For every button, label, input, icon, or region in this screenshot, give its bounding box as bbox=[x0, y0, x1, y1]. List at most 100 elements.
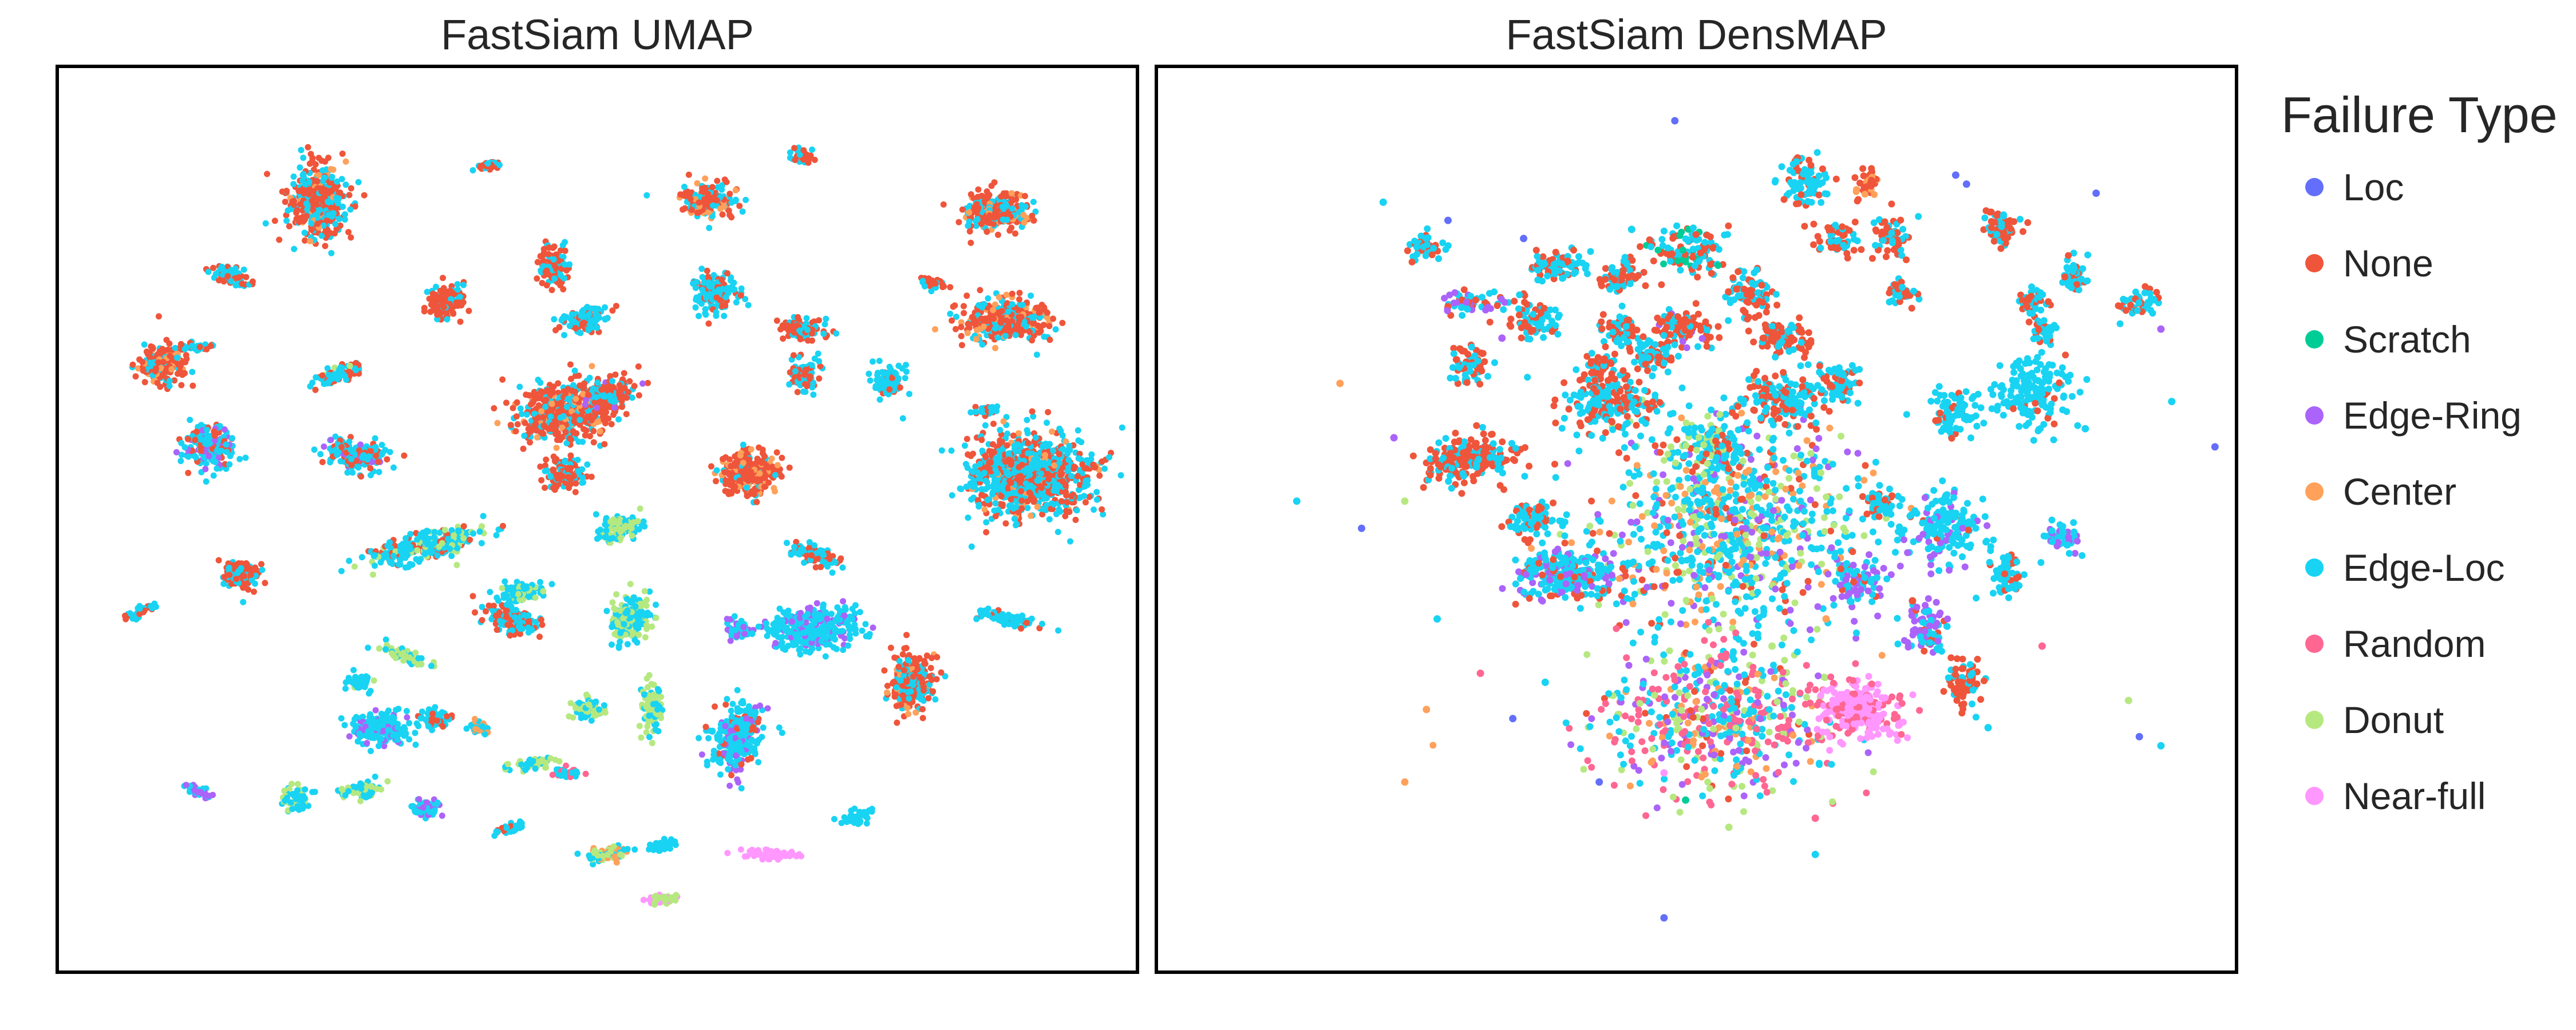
point-edge-loc bbox=[1073, 507, 1080, 514]
point-edge-loc bbox=[599, 393, 606, 399]
point-none bbox=[1006, 227, 1013, 234]
point-edge-loc bbox=[706, 283, 713, 290]
point-edge-loc bbox=[547, 413, 554, 420]
point-none bbox=[725, 490, 732, 497]
point-none bbox=[1026, 489, 1033, 496]
point-none bbox=[322, 243, 329, 249]
point-edge-loc bbox=[808, 362, 815, 369]
point-none bbox=[514, 421, 521, 427]
point-none bbox=[163, 336, 170, 343]
point-edge-loc bbox=[745, 302, 752, 308]
point-donut bbox=[607, 518, 614, 525]
point-edge-loc bbox=[994, 470, 1001, 477]
point-edge-loc bbox=[285, 207, 291, 214]
point-edge-loc bbox=[721, 312, 728, 319]
point-none bbox=[709, 184, 716, 191]
point-edge-loc bbox=[550, 256, 557, 263]
point-none bbox=[685, 171, 692, 178]
point-edge-ring bbox=[202, 466, 209, 473]
point-none bbox=[572, 480, 579, 487]
point-edge-loc bbox=[975, 502, 982, 509]
point-none bbox=[1012, 230, 1018, 237]
point-edge-loc bbox=[947, 311, 954, 317]
point-edge-loc bbox=[962, 442, 968, 449]
point-edge-loc bbox=[564, 403, 570, 410]
point-none bbox=[1062, 482, 1069, 489]
point-donut bbox=[617, 534, 624, 541]
point-edge-loc bbox=[1034, 477, 1041, 484]
point-center bbox=[1028, 512, 1034, 519]
point-edge-loc bbox=[571, 367, 578, 374]
point-none bbox=[155, 313, 162, 320]
point-edge-loc bbox=[334, 375, 341, 382]
point-edge-loc bbox=[372, 443, 379, 450]
point-edge-ring bbox=[611, 404, 618, 411]
point-none bbox=[786, 464, 793, 471]
point-edge-loc bbox=[455, 286, 461, 293]
point-none bbox=[736, 477, 743, 484]
point-center bbox=[596, 428, 603, 435]
point-none bbox=[1022, 193, 1028, 200]
point-edge-loc bbox=[966, 218, 973, 225]
point-edge-loc bbox=[401, 540, 408, 546]
point-edge-loc bbox=[1013, 521, 1020, 528]
point-edge-loc bbox=[1057, 508, 1064, 515]
point-edge-loc bbox=[214, 447, 221, 454]
point-edge-loc bbox=[542, 403, 549, 410]
point-none bbox=[701, 196, 708, 203]
point-edge-loc bbox=[333, 195, 340, 201]
point-none bbox=[571, 413, 578, 419]
point-none bbox=[1046, 336, 1053, 343]
point-edge-loc bbox=[957, 485, 963, 492]
umap-scatter-panel bbox=[121, 144, 1125, 908]
point-center bbox=[1008, 190, 1015, 197]
point-none bbox=[329, 187, 335, 193]
point-none bbox=[346, 192, 353, 199]
point-edge-loc bbox=[328, 175, 335, 181]
point-none bbox=[967, 453, 974, 459]
point-none bbox=[339, 150, 346, 157]
point-edge-loc bbox=[390, 464, 397, 471]
point-none bbox=[548, 287, 555, 294]
point-edge-loc bbox=[1075, 437, 1082, 444]
point-edge-loc bbox=[991, 481, 998, 488]
point-none bbox=[790, 352, 797, 359]
point-none bbox=[795, 314, 801, 320]
point-none bbox=[955, 219, 962, 225]
point-edge-loc bbox=[867, 377, 874, 384]
point-edge-loc bbox=[733, 299, 740, 306]
point-edge-loc bbox=[1025, 450, 1032, 457]
point-none bbox=[708, 196, 714, 202]
point-center bbox=[705, 209, 712, 216]
point-none bbox=[491, 405, 497, 411]
point-center bbox=[534, 434, 541, 441]
point-none bbox=[963, 435, 970, 442]
point-none bbox=[990, 315, 997, 322]
point-edge-loc bbox=[1024, 417, 1030, 423]
point-none bbox=[1045, 476, 1052, 482]
point-none bbox=[1072, 517, 1079, 523]
point-none bbox=[503, 399, 509, 406]
point-edge-loc bbox=[738, 285, 745, 292]
point-edge-loc bbox=[205, 268, 212, 275]
point-none bbox=[572, 489, 579, 496]
point-edge-loc bbox=[227, 453, 234, 459]
point-none bbox=[443, 310, 450, 316]
point-center bbox=[1042, 451, 1049, 458]
point-none bbox=[807, 375, 813, 382]
point-none bbox=[1002, 520, 1009, 527]
point-none bbox=[1009, 290, 1016, 297]
point-edge-loc bbox=[344, 469, 351, 476]
point-none bbox=[550, 485, 556, 492]
point-edge-loc bbox=[311, 446, 318, 453]
point-none bbox=[778, 473, 785, 480]
point-none bbox=[951, 302, 958, 309]
point-none bbox=[1003, 193, 1010, 200]
point-none bbox=[572, 325, 579, 331]
point-edge-loc bbox=[983, 332, 990, 339]
point-none bbox=[754, 478, 761, 485]
point-edge-loc bbox=[1024, 430, 1031, 437]
point-none bbox=[132, 373, 139, 380]
point-edge-loc bbox=[306, 179, 313, 185]
point-donut bbox=[614, 518, 621, 525]
